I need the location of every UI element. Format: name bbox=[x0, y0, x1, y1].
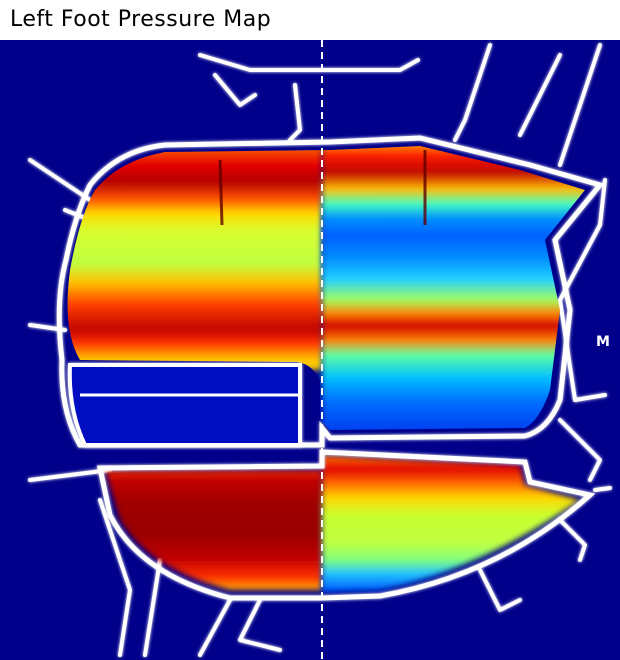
contour-right-2 bbox=[558, 418, 602, 482]
contour-left-bottom bbox=[98, 498, 132, 657]
upper-left-block bbox=[67, 146, 322, 370]
contour-bottom-1 bbox=[143, 558, 162, 657]
contour-bottom-4 bbox=[478, 568, 522, 612]
contour-left-lower bbox=[28, 468, 112, 482]
contour-bottom-6 bbox=[593, 486, 612, 492]
contour-top-inner bbox=[213, 73, 257, 107]
contour-right-1 bbox=[558, 178, 607, 402]
page-title: Left Foot Pressure Map bbox=[10, 7, 272, 32]
contour-bottom-2 bbox=[198, 598, 232, 657]
upper-heatmap bbox=[67, 146, 586, 430]
contour-bottom-3 bbox=[238, 598, 282, 652]
pressure-map: M bbox=[0, 40, 620, 660]
contour-bottom-5 bbox=[558, 518, 587, 562]
contour-top-spur bbox=[288, 83, 302, 142]
lower-right-block bbox=[322, 455, 580, 592]
contour-top-right-3 bbox=[558, 43, 602, 167]
lower-left-block bbox=[105, 470, 322, 590]
contour-top-right-2 bbox=[518, 53, 562, 137]
contour-top-right-1 bbox=[453, 43, 492, 142]
mid-slot bbox=[67, 363, 302, 447]
medial-label: M bbox=[596, 334, 610, 350]
upper-outline bbox=[56, 135, 605, 448]
seam-left bbox=[218, 159, 224, 226]
upper-right-block bbox=[322, 146, 586, 430]
contour-top bbox=[198, 53, 420, 72]
title-bar: Left Foot Pressure Map bbox=[0, 0, 620, 40]
contour-lines bbox=[28, 43, 612, 657]
lower-outline bbox=[96, 449, 596, 601]
pressure-map-canvas bbox=[28, 40, 612, 660]
